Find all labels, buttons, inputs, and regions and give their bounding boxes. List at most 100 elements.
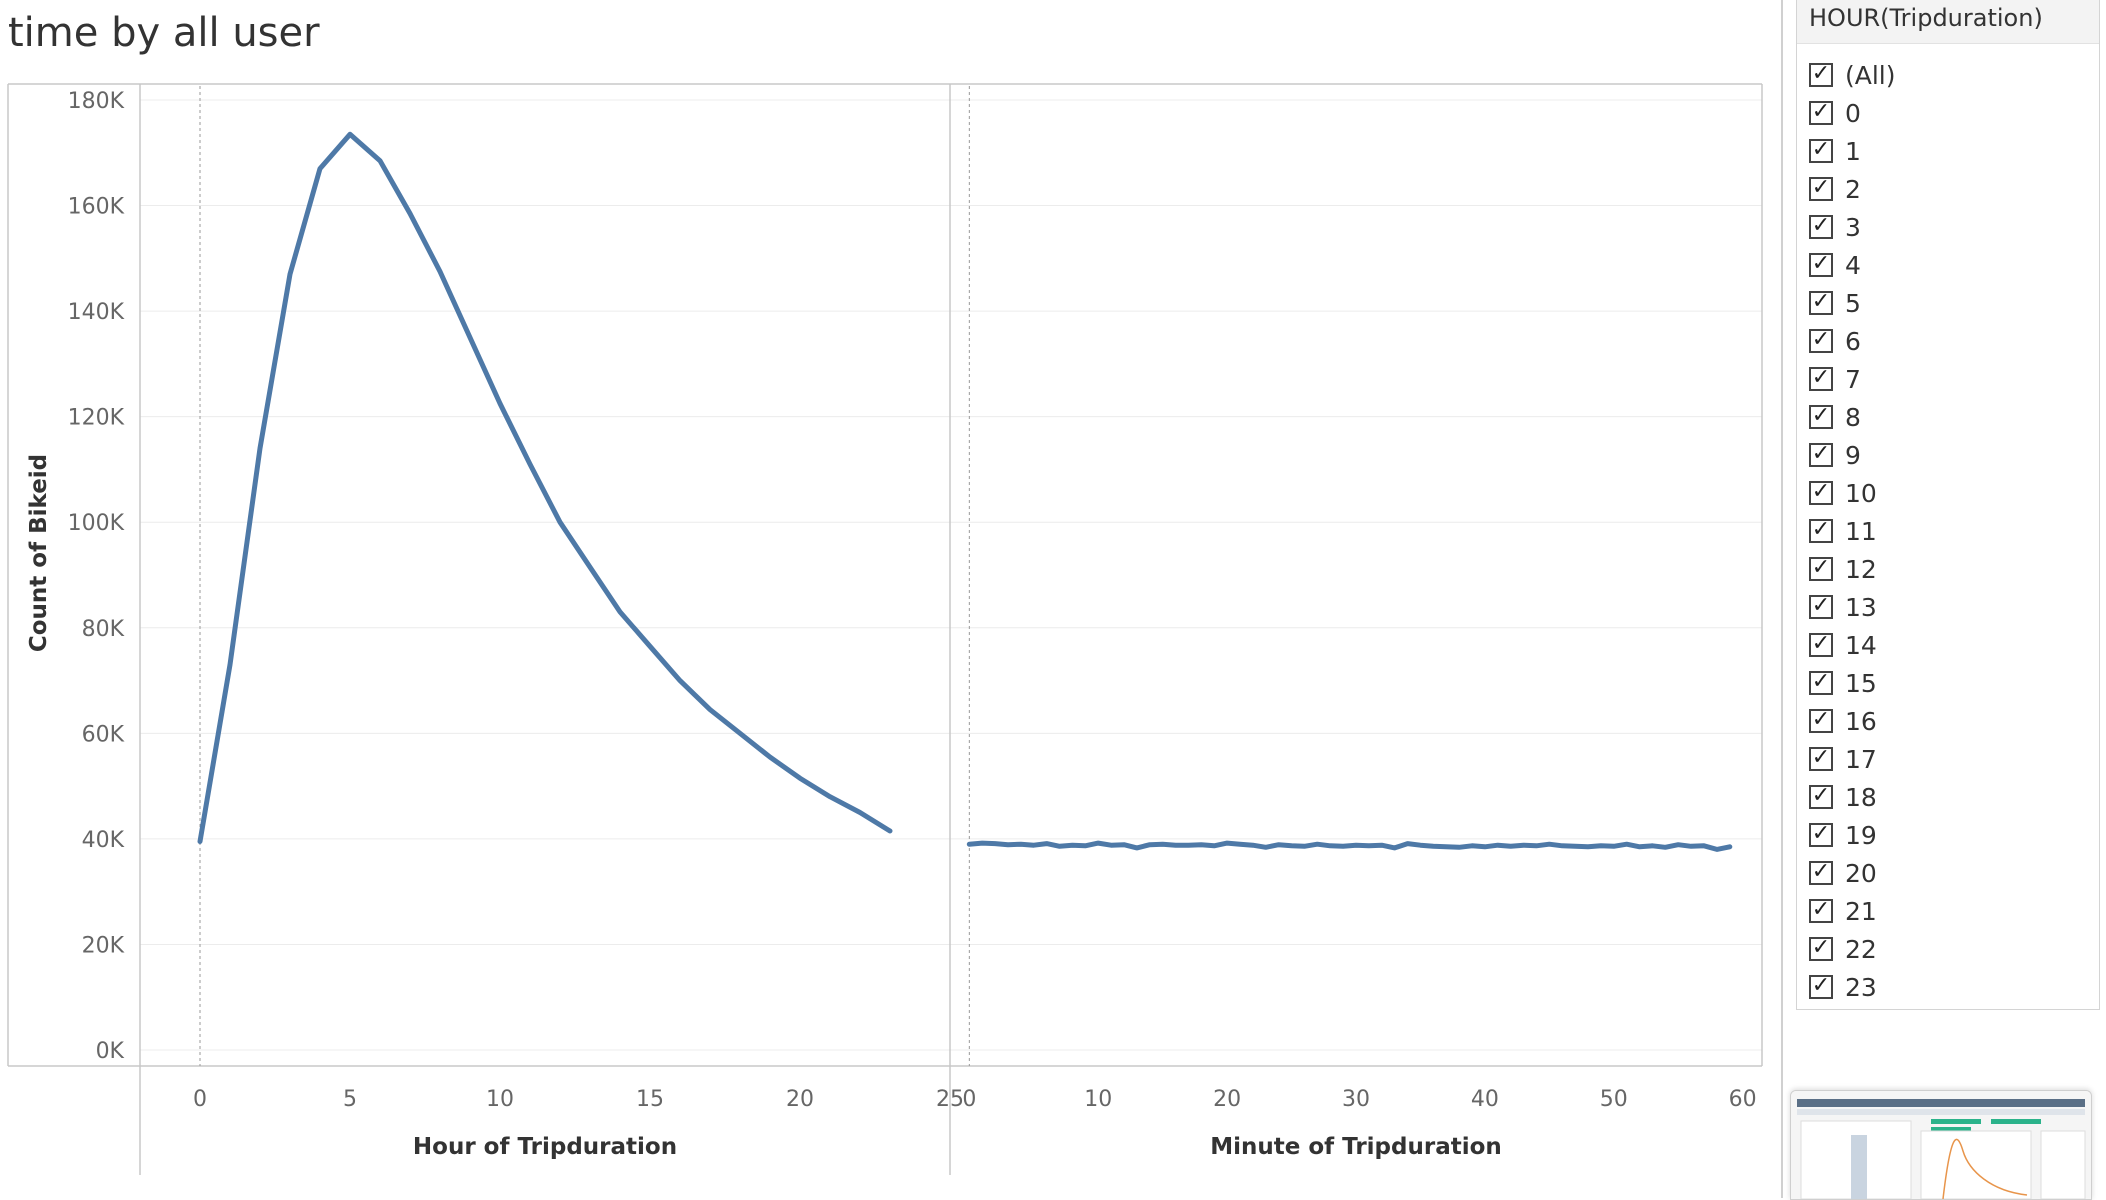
filter-item[interactable]: ✓ 16 [1809, 702, 2099, 740]
checkbox[interactable]: ✓ [1809, 709, 1833, 733]
checkbox[interactable]: ✓ [1809, 253, 1833, 277]
checkmark-icon: ✓ [1811, 555, 1831, 580]
series-line [197, 131, 893, 844]
filter-item-label: 8 [1845, 402, 1861, 432]
y-tick-label: 0K [96, 1039, 125, 1064]
filter-item-label: 12 [1845, 554, 1877, 584]
filter-item[interactable]: ✓ 17 [1809, 740, 2099, 778]
checkmark-icon: ✓ [1811, 61, 1831, 86]
x-tick-label: 60 [1729, 1087, 1757, 1112]
checkmark-icon: ✓ [1811, 327, 1831, 352]
series-line [966, 840, 1733, 852]
filter-item-label: 2 [1845, 174, 1861, 204]
filter-item[interactable]: ✓ 14 [1809, 626, 2099, 664]
chart-area: 0K 20K 40K 60K 80K 100K 120K 140K 160K 180K Count … [7, 83, 1763, 1175]
x-tick-label: 50 [1600, 1087, 1628, 1112]
checkmark-icon: ✓ [1811, 783, 1831, 808]
x-tick-label: 10 [1084, 1087, 1112, 1112]
filter-item-label: 9 [1845, 440, 1861, 470]
checkbox[interactable]: ✓ [1809, 861, 1833, 885]
checkmark-icon: ✓ [1811, 631, 1831, 656]
filter-item[interactable]: ✓ 10 [1809, 474, 2099, 512]
checkbox[interactable]: ✓ [1809, 177, 1833, 201]
checkbox[interactable]: ✓ [1809, 595, 1833, 619]
checkbox[interactable]: ✓ [1809, 899, 1833, 923]
filter-item[interactable]: ✓ 19 [1809, 816, 2099, 854]
filter-item-label: 15 [1845, 668, 1877, 698]
panel-divider[interactable] [1781, 0, 1783, 1198]
filter-item[interactable]: ✓ 0 [1809, 94, 2099, 132]
checkbox[interactable]: ✓ [1809, 367, 1833, 391]
filter-item[interactable]: ✓ 11 [1809, 512, 2099, 550]
checkbox[interactable]: ✓ [1809, 481, 1833, 505]
x-axis-title: Minute of Tripduration [1210, 1134, 1502, 1160]
filter-item-label: 10 [1845, 478, 1877, 508]
checkmark-icon: ✓ [1811, 99, 1831, 124]
filter-list: ✓ (All) ✓ 0 ✓ 1 ✓ 2 ✓ 3 ✓ 4 ✓ 5 ✓ 6 ✓ 7 ✓ 8 ✓ 9 ✓ 10 ✓ 11 ✓ 12 ✓ 13 ✓ 1… [1797, 44, 2099, 1006]
filter-item[interactable]: ✓ 23 [1809, 968, 2099, 1006]
filter-item-label: 1 [1845, 136, 1861, 166]
filter-item[interactable]: ✓ 22 [1809, 930, 2099, 968]
checkmark-icon: ✓ [1811, 365, 1831, 390]
x-tick-label: 0 [962, 1087, 976, 1112]
checkbox[interactable]: ✓ [1809, 671, 1833, 695]
checkbox[interactable]: ✓ [1809, 747, 1833, 771]
checkbox[interactable]: ✓ [1809, 823, 1833, 847]
filter-item[interactable]: ✓ 6 [1809, 322, 2099, 360]
filter-item-label: 0 [1845, 98, 1861, 128]
checkbox[interactable]: ✓ [1809, 329, 1833, 353]
checkbox[interactable]: ✓ [1809, 139, 1833, 163]
filter-item-label: 18 [1845, 782, 1877, 812]
filter-item[interactable]: ✓ 15 [1809, 664, 2099, 702]
filter-item[interactable]: ✓ 12 [1809, 550, 2099, 588]
filter-item[interactable]: ✓ 3 [1809, 208, 2099, 246]
filter-item-label: 11 [1845, 516, 1877, 546]
checkbox[interactable]: ✓ [1809, 443, 1833, 467]
filter-item[interactable]: ✓ 2 [1809, 170, 2099, 208]
checkmark-icon: ✓ [1811, 479, 1831, 504]
x-tick-label: 25 [936, 1087, 964, 1112]
filter-item[interactable]: ✓ 9 [1809, 436, 2099, 474]
filter-item[interactable]: ✓ 20 [1809, 854, 2099, 892]
checkbox[interactable]: ✓ [1809, 785, 1833, 809]
filter-item[interactable]: ✓ 1 [1809, 132, 2099, 170]
filter-item[interactable]: ✓ 13 [1809, 588, 2099, 626]
y-tick-label: 120K [68, 406, 125, 431]
filter-item[interactable]: ✓ 8 [1809, 398, 2099, 436]
x-tick-label: 5 [343, 1087, 357, 1112]
checkmark-icon: ✓ [1811, 821, 1831, 846]
checkbox[interactable]: ✓ [1809, 519, 1833, 543]
checkbox[interactable]: ✓ [1809, 937, 1833, 961]
filter-panel: HOUR(Tripduration) ✓ (All) ✓ 0 ✓ 1 ✓ 2 ✓ 3 ✓ 4 ✓ 5 ✓ 6 ✓… [1796, 0, 2100, 1010]
checkmark-icon: ✓ [1811, 441, 1831, 466]
filter-item-label: 21 [1845, 896, 1877, 926]
x-tick-label: 40 [1471, 1087, 1499, 1112]
x-tick-label: 20 [1213, 1087, 1241, 1112]
checkbox[interactable]: ✓ [1809, 975, 1833, 999]
checkbox[interactable]: ✓ [1809, 405, 1833, 429]
filter-item-label: 13 [1845, 592, 1877, 622]
thumbnail-preview[interactable] [1790, 1090, 2092, 1200]
checkbox[interactable]: ✓ [1809, 557, 1833, 581]
filter-item[interactable]: ✓ 4 [1809, 246, 2099, 284]
x-tick-label: 10 [486, 1087, 514, 1112]
checkbox[interactable]: ✓ [1809, 63, 1833, 87]
chart-title: time by all user [8, 10, 320, 56]
filter-item-label: (All) [1845, 60, 1896, 90]
y-axis-title: Count of Bikeid [26, 454, 52, 652]
filter-header: HOUR(Tripduration) [1797, 0, 2099, 44]
filter-item[interactable]: ✓ (All) [1809, 56, 2099, 94]
filter-item[interactable]: ✓ 21 [1809, 892, 2099, 930]
checkmark-icon: ✓ [1811, 707, 1831, 732]
filter-item-label: 22 [1845, 934, 1877, 964]
thumbnail-image [1791, 1091, 2091, 1199]
filter-item[interactable]: ✓ 7 [1809, 360, 2099, 398]
checkbox[interactable]: ✓ [1809, 291, 1833, 315]
filter-item[interactable]: ✓ 5 [1809, 284, 2099, 322]
checkmark-icon: ✓ [1811, 973, 1831, 998]
checkbox[interactable]: ✓ [1809, 215, 1833, 239]
checkbox[interactable]: ✓ [1809, 101, 1833, 125]
checkmark-icon: ✓ [1811, 213, 1831, 238]
checkbox[interactable]: ✓ [1809, 633, 1833, 657]
filter-item[interactable]: ✓ 18 [1809, 778, 2099, 816]
